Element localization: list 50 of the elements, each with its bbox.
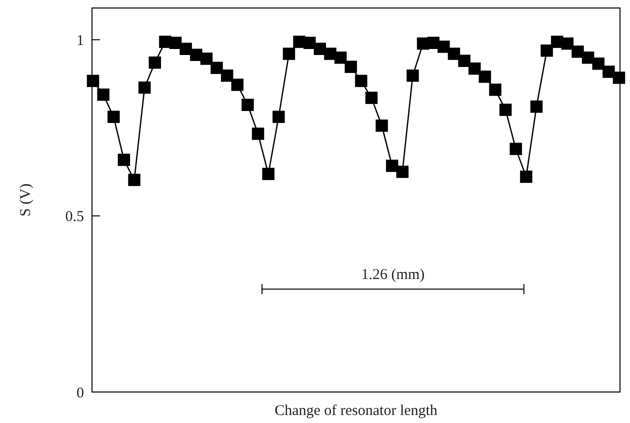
point — [272, 110, 285, 123]
point — [530, 100, 543, 113]
point — [478, 70, 492, 83]
point — [138, 81, 151, 94]
point — [262, 168, 274, 180]
point — [252, 128, 264, 140]
point — [572, 46, 584, 58]
annotation: 1.26 (mm) — [361, 267, 425, 284]
point — [540, 44, 553, 57]
y-axis-title: S (V) — [18, 184, 34, 216]
point — [355, 74, 368, 88]
point — [86, 74, 100, 88]
point — [97, 88, 110, 101]
point — [210, 62, 223, 74]
point — [510, 142, 522, 156]
point — [118, 154, 130, 166]
point — [303, 36, 316, 49]
point — [458, 54, 470, 67]
point — [592, 58, 604, 70]
point — [220, 70, 234, 82]
point — [438, 40, 450, 53]
point — [200, 52, 213, 65]
point — [386, 160, 398, 172]
point — [148, 56, 162, 69]
point — [231, 78, 244, 91]
point — [376, 120, 388, 132]
point — [365, 92, 378, 104]
point — [499, 104, 512, 116]
y-tick-label: 1 — [76, 32, 84, 49]
point — [561, 37, 574, 50]
y-tick-label: 0.5 — [65, 209, 84, 226]
point — [242, 98, 254, 112]
point — [582, 52, 594, 64]
point — [282, 48, 296, 60]
point — [602, 66, 615, 78]
point — [468, 62, 481, 75]
point — [108, 110, 120, 123]
point — [489, 84, 502, 96]
point — [180, 42, 192, 55]
point — [396, 166, 409, 178]
point — [612, 72, 626, 84]
point — [314, 42, 326, 55]
point — [344, 60, 357, 73]
point — [520, 170, 532, 183]
x-axis-title: Change of resonator length — [274, 403, 438, 419]
point — [406, 70, 419, 82]
y-tick-label: 0 — [76, 385, 84, 402]
point — [448, 48, 460, 60]
point — [128, 174, 140, 186]
point — [334, 52, 347, 64]
